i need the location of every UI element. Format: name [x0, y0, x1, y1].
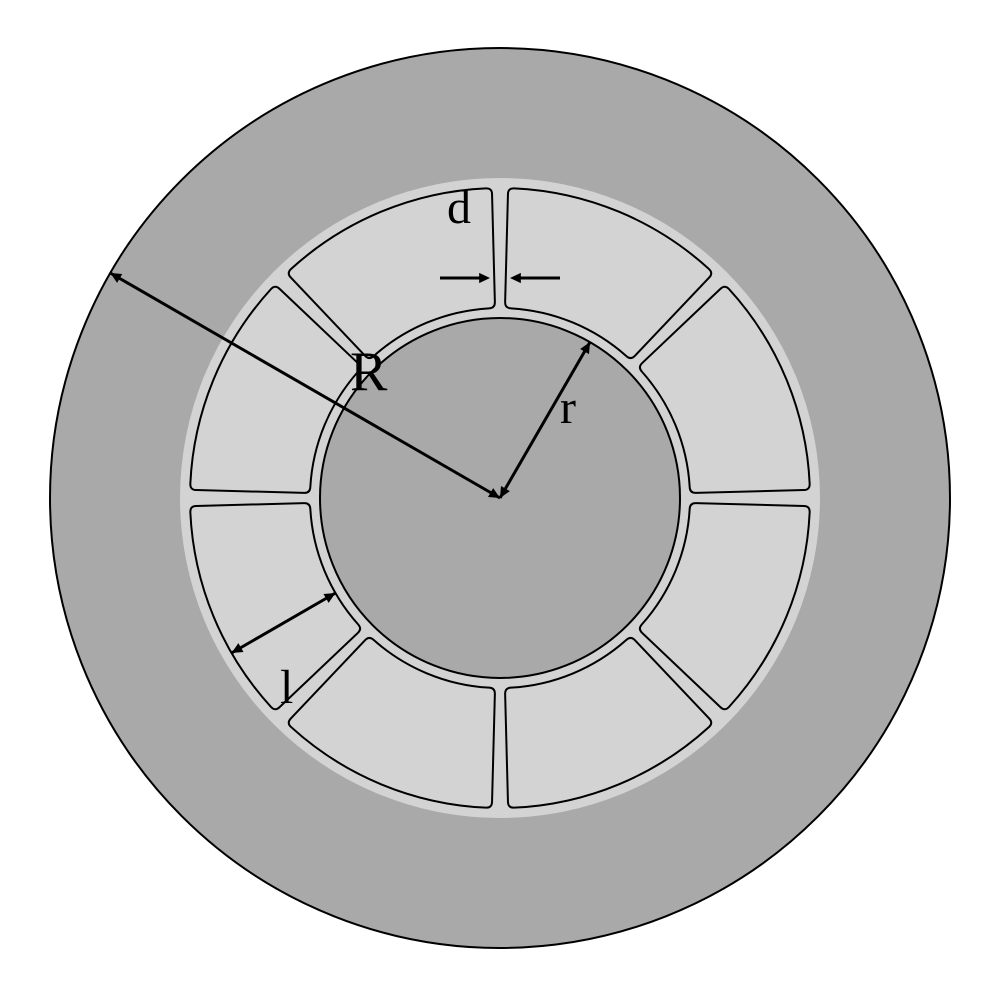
diagram-container: [0, 0, 1000, 1002]
label-segment-thickness: l: [280, 660, 293, 715]
cross-section-svg: [0, 0, 1000, 997]
label-outer-radius: R: [350, 340, 387, 404]
label-inner-radius: r: [560, 380, 576, 435]
label-gap-width: d: [447, 180, 471, 235]
